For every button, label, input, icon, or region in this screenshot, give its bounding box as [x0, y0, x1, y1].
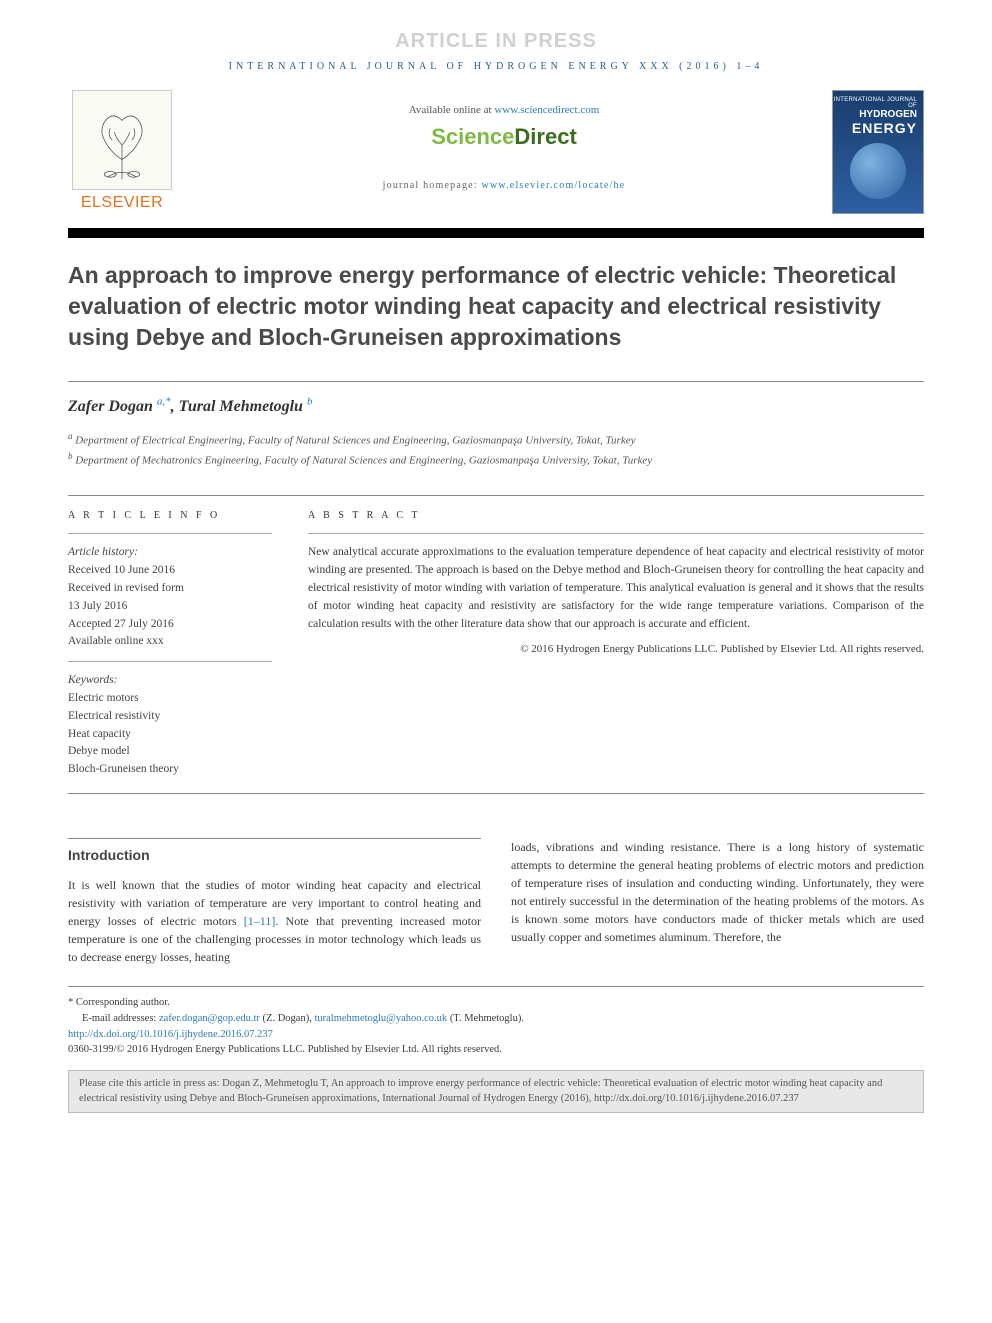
journal-cover-thumbnail: INTERNATIONAL JOURNAL OF HYDROGEN ENERGY — [832, 90, 924, 214]
elsevier-wordmark: ELSEVIER — [68, 194, 176, 212]
homepage-prefix: journal homepage: — [383, 180, 482, 191]
email-label: E-mail addresses: — [68, 1013, 159, 1024]
body-column-left: Introduction It is well known that the s… — [68, 838, 481, 966]
author-list: Zafer Dogan a,*, Tural Mehmetoglu b — [68, 396, 924, 416]
keyword: Debye model — [68, 743, 272, 761]
info-abstract-row: A R T I C L E I N F O Article history: R… — [68, 495, 924, 794]
keyword: Electric motors — [68, 690, 272, 708]
article-title: An approach to improve energy performanc… — [68, 260, 924, 353]
journal-homepage-line: journal homepage: www.elsevier.com/locat… — [188, 180, 820, 191]
sd-direct-text: Direct — [514, 124, 576, 149]
history-line: Available online xxx — [68, 633, 272, 651]
affiliation-b: b Department of Mechatronics Engineering… — [68, 450, 924, 469]
elsevier-tree-icon — [72, 90, 172, 190]
author-2: Tural Mehmetoglu b — [179, 398, 313, 415]
abstract-column: A B S T R A C T New analytical accurate … — [288, 496, 924, 793]
citation-link[interactable]: [1–11] — [244, 914, 276, 928]
cover-line3: ENERGY — [833, 120, 917, 136]
available-prefix: Available online at — [409, 104, 495, 116]
email-line: E-mail addresses: zafer.dogan@gop.edu.tr… — [68, 1011, 924, 1027]
aff-a-marker: a — [68, 431, 73, 441]
journal-homepage-link[interactable]: www.elsevier.com/locate/he — [481, 180, 625, 191]
keywords-label: Keywords: — [68, 672, 272, 690]
history-line: Accepted 27 July 2016 — [68, 616, 272, 634]
sd-science-text: Science — [431, 124, 514, 149]
article-in-press-banner: ARTICLE IN PRESS — [68, 30, 924, 53]
keyword: Bloch-Gruneisen theory — [68, 761, 272, 779]
abstract-copyright: © 2016 Hydrogen Energy Publications LLC.… — [308, 641, 924, 658]
body-column-right: loads, vibrations and winding resistance… — [511, 838, 924, 966]
keyword: Heat capacity — [68, 726, 272, 744]
citation-box: Please cite this article in press as: Do… — [68, 1070, 924, 1113]
header-center: Available online at www.sciencedirect.co… — [188, 90, 820, 191]
title-rule-thick — [68, 228, 924, 238]
affiliations-block: a Department of Electrical Engineering, … — [68, 430, 924, 468]
abstract-separator — [308, 533, 924, 534]
abstract-heading: A B S T R A C T — [308, 508, 924, 524]
article-info-column: A R T I C L E I N F O Article history: R… — [68, 496, 288, 793]
info-separator-1 — [68, 533, 272, 534]
keyword: Electrical resistivity — [68, 708, 272, 726]
history-label: Article history: — [68, 544, 272, 562]
title-rule-thin — [68, 381, 924, 382]
intro-paragraph-right: loads, vibrations and winding resistance… — [511, 838, 924, 946]
cover-title-block: INTERNATIONAL JOURNAL OF HYDROGEN ENERGY — [833, 97, 917, 136]
journal-running-header: INTERNATIONAL JOURNAL OF HYDROGEN ENERGY… — [68, 61, 924, 72]
info-separator-2 — [68, 661, 272, 662]
email-link-1[interactable]: zafer.dogan@gop.edu.tr — [159, 1013, 260, 1024]
publisher-header-row: ELSEVIER Available online at www.science… — [68, 90, 924, 214]
sciencedirect-logo: ScienceDirect — [188, 124, 820, 150]
email-name-1: (Z. Dogan), — [260, 1013, 315, 1024]
article-info-heading: A R T I C L E I N F O — [68, 508, 272, 524]
author-1-markers: a,* — [157, 396, 171, 408]
history-line: Received 10 June 2016 — [68, 562, 272, 580]
history-line: 13 July 2016 — [68, 598, 272, 616]
footnotes-block: * Corresponding author. E-mail addresses… — [68, 986, 924, 1058]
sciencedirect-link[interactable]: www.sciencedirect.com — [494, 104, 599, 116]
elsevier-logo-block: ELSEVIER — [68, 90, 176, 212]
email-name-2: (T. Mehmetoglu). — [447, 1013, 524, 1024]
author-2-name: Tural Mehmetoglu — [179, 398, 303, 415]
intro-paragraph-left: It is well known that the studies of mot… — [68, 876, 481, 966]
cover-globe-icon — [850, 143, 906, 199]
author-2-markers: b — [307, 396, 313, 408]
body-text-columns: Introduction It is well known that the s… — [68, 838, 924, 966]
aff-a-text: Department of Electrical Engineering, Fa… — [75, 435, 635, 447]
introduction-heading: Introduction — [68, 838, 481, 866]
issn-copyright-line: 0360-3199/© 2016 Hydrogen Energy Publica… — [68, 1042, 924, 1058]
affiliation-a: a Department of Electrical Engineering, … — [68, 430, 924, 449]
history-line: Received in revised form — [68, 580, 272, 598]
email-link-2[interactable]: turalmehmetoglu@yahoo.co.uk — [314, 1013, 447, 1024]
available-online-line: Available online at www.sciencedirect.co… — [188, 104, 820, 116]
author-1: Zafer Dogan a,* — [68, 398, 171, 415]
cover-line1: INTERNATIONAL JOURNAL OF — [833, 97, 917, 109]
author-1-name: Zafer Dogan — [68, 398, 153, 415]
doi-link[interactable]: http://dx.doi.org/10.1016/j.ijhydene.201… — [68, 1029, 273, 1040]
cover-line2: HYDROGEN — [833, 109, 917, 120]
aff-b-text: Department of Mechatronics Engineering, … — [75, 454, 652, 466]
corresponding-author-note: * Corresponding author. — [68, 995, 924, 1011]
abstract-text: New analytical accurate approximations t… — [308, 544, 924, 633]
aff-b-marker: b — [68, 451, 73, 461]
